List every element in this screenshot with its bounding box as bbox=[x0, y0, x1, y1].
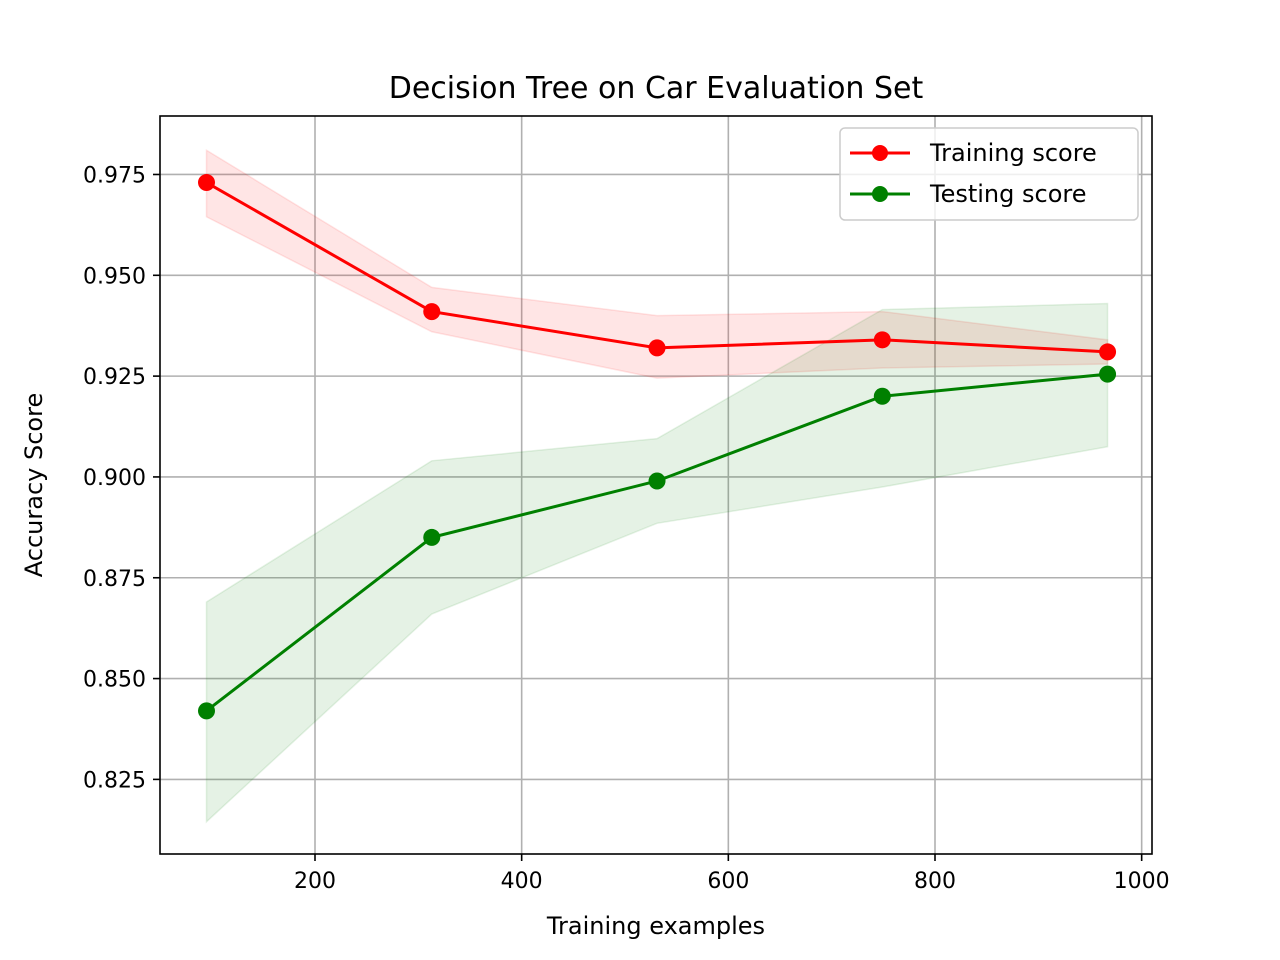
plot-frame bbox=[159, 115, 1153, 855]
x-tick-label: 600 bbox=[707, 869, 749, 894]
x-tick-label: 200 bbox=[294, 869, 336, 894]
y-tick-label: 0.975 bbox=[83, 163, 146, 188]
y-tick-label: 0.900 bbox=[83, 466, 146, 491]
x-tick-label: 1000 bbox=[1114, 869, 1170, 894]
training-score-point bbox=[648, 339, 666, 357]
x-tick-label: 800 bbox=[914, 869, 956, 894]
confidence-bands bbox=[205, 148, 1109, 824]
legend-testing-label: Testing score bbox=[929, 180, 1087, 208]
x-axis-ticks: 200 400 600 800 1000 bbox=[294, 854, 1170, 894]
y-tick-label: 0.875 bbox=[83, 567, 146, 592]
training-score-point bbox=[198, 174, 215, 192]
testing-score-point bbox=[198, 702, 215, 720]
series-points bbox=[198, 174, 1117, 720]
chart-title: Decision Tree on Car Evaluation Set bbox=[389, 71, 924, 106]
testing-score-point bbox=[873, 387, 891, 405]
grid-lines bbox=[160, 116, 1152, 854]
y-axis-ticks: 0.825 0.850 0.875 0.900 0.925 0.950 0.975 bbox=[83, 163, 160, 793]
y-axis-label: Accuracy Score bbox=[20, 393, 48, 577]
y-tick-label: 0.925 bbox=[83, 365, 146, 390]
training-score-point bbox=[423, 303, 441, 321]
legend: Training score Testing score bbox=[839, 127, 1139, 221]
legend-training-label: Training score bbox=[929, 139, 1097, 167]
testing-score-point bbox=[1099, 365, 1117, 383]
y-tick-label: 0.950 bbox=[83, 264, 146, 289]
training-score-point bbox=[873, 331, 891, 349]
testing-score-point bbox=[648, 472, 666, 490]
testing-score-point bbox=[423, 528, 441, 546]
testing-score-band bbox=[205, 302, 1109, 824]
training-score-band bbox=[205, 148, 1109, 379]
x-axis-label: Training examples bbox=[546, 912, 765, 940]
y-tick-label: 0.850 bbox=[83, 668, 146, 693]
legend-training-marker bbox=[872, 145, 888, 161]
legend-box bbox=[839, 127, 1139, 221]
training-score-point bbox=[1099, 343, 1117, 361]
y-tick-label: 0.825 bbox=[83, 768, 146, 793]
legend-testing-marker bbox=[872, 186, 888, 202]
x-tick-label: 400 bbox=[501, 869, 543, 894]
